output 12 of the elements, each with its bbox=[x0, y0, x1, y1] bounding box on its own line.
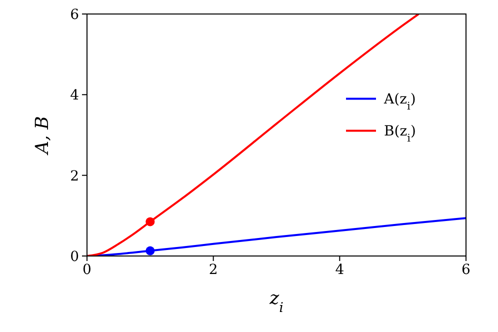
x-tick-label: 4 bbox=[335, 262, 344, 278]
x-tick-label: 2 bbox=[208, 262, 218, 278]
legend-label: B(z$_{i}$) bbox=[384, 124, 416, 145]
x-tick-label: 6 bbox=[462, 262, 471, 278]
y-tick-label: 6 bbox=[70, 6, 80, 23]
y-tick-label: 2 bbox=[70, 168, 79, 184]
y-tick-label: 0 bbox=[70, 248, 79, 265]
y-tick-label: 4 bbox=[70, 88, 80, 104]
x-tick-label: 0 bbox=[82, 262, 92, 278]
x-axis-title: z$_{i}$ bbox=[268, 288, 284, 316]
y-axis-title: A, B bbox=[32, 116, 53, 156]
legend-label: A(z$_{i}$) bbox=[383, 92, 416, 113]
